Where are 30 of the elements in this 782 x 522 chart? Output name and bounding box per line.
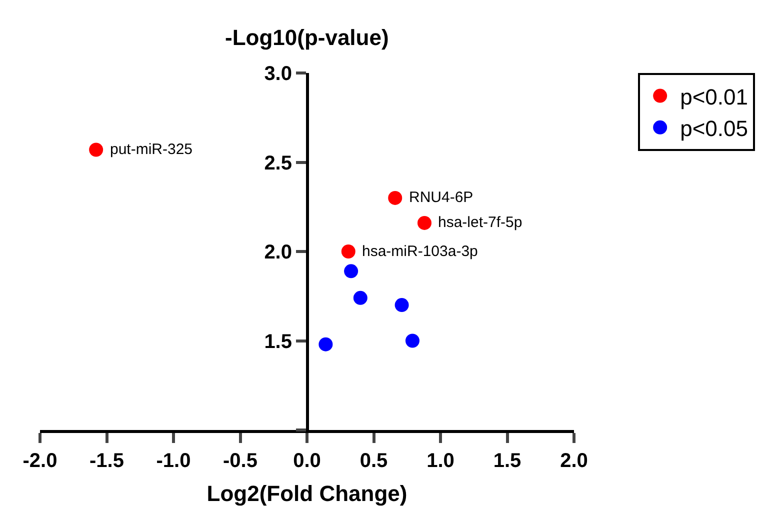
point (89, 142, 104, 157)
x-tick-label: 1.0 (426, 450, 454, 472)
x-tick-label: 0.0 (293, 450, 321, 472)
x-tick-label: -1.5 (90, 450, 124, 472)
y-tick-label: 2.5 (264, 152, 292, 174)
y-tick-label: 2.0 (264, 242, 292, 264)
point (405, 334, 420, 348)
x-axis-title: Log2(Fold Change) (206, 480, 408, 506)
y-tick-label: 1.5 (264, 330, 292, 353)
x-tick-label: -1.0 (156, 450, 191, 472)
point (344, 264, 358, 278)
x-tick-label: 0.5 (360, 450, 388, 472)
legend-label: p<0.01 (680, 84, 748, 110)
legend-label: p<0.05 (680, 116, 748, 141)
point (417, 216, 432, 230)
annotation: hsa-let-7f-5p (438, 214, 522, 231)
point (341, 244, 356, 258)
point (318, 337, 333, 352)
point (388, 190, 402, 205)
y-tick-label: 3.0 (264, 63, 292, 85)
point (353, 290, 368, 305)
y-axis-title: -Log10(p-value) (225, 25, 389, 50)
annotation: put-miR-325 (110, 141, 193, 158)
x-tick-label: -0.5 (223, 450, 258, 472)
x-tick-label: -2.0 (22, 450, 58, 472)
x-tick-label: 1.5 (493, 450, 522, 472)
x-tick-label: 2.0 (560, 450, 588, 472)
annotation: RNU4-6P (409, 189, 474, 206)
annotation: hsa-miR-103a-3p (362, 243, 478, 260)
point (394, 298, 409, 312)
